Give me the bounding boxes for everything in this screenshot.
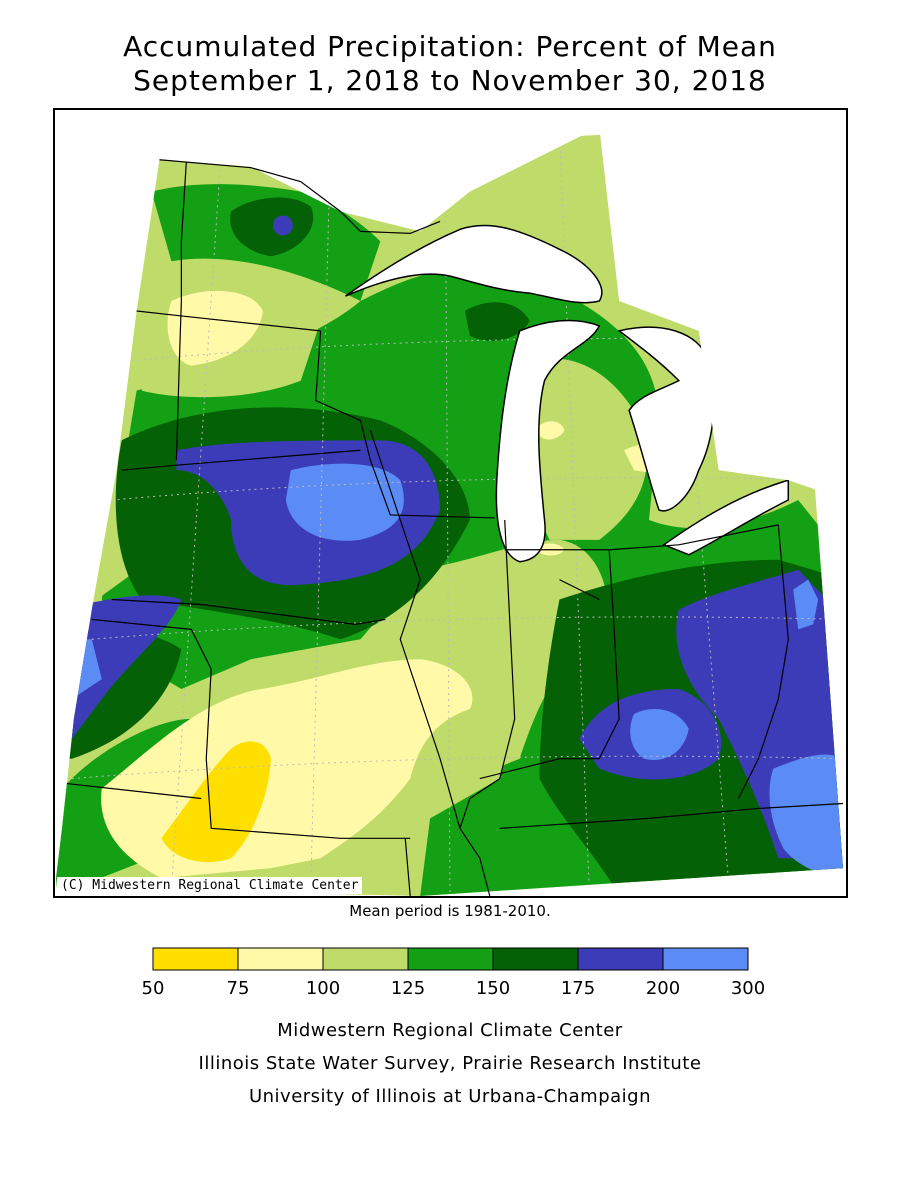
lake-michigan <box>495 319 601 563</box>
precip-region <box>464 302 530 341</box>
canada-area <box>159 126 600 232</box>
precip-region <box>272 215 293 236</box>
precip-region <box>793 579 819 630</box>
legend-tick-label: 150 <box>476 978 510 999</box>
state-borders <box>66 159 844 896</box>
canada-area <box>599 126 846 501</box>
precip-region <box>167 290 263 366</box>
legend-swatch <box>577 947 664 971</box>
precipitation-map: (C) Midwestern Regional Climate Center <box>53 108 848 898</box>
legend-tick-label: 100 <box>306 978 340 999</box>
legend-tick-label: 125 <box>391 978 425 999</box>
credit-uiuc: University of Illinois at Urbana-Champai… <box>248 1086 652 1107</box>
precip-region <box>539 421 565 440</box>
legend-tick-label: 300 <box>731 978 765 999</box>
country-border <box>91 618 172 628</box>
precip-region <box>630 708 689 760</box>
lake-erie <box>662 479 790 556</box>
lake-superior <box>345 224 603 304</box>
precip-region <box>528 358 647 540</box>
legend-tick-label: 175 <box>561 978 595 999</box>
legend-swatch <box>492 947 579 971</box>
legend-swatch <box>662 947 749 971</box>
map-canvas <box>56 126 846 896</box>
map-date-range: September 1, 2018 to November 30, 2018 <box>133 64 767 97</box>
map-title: Accumulated Precipitation: Percent of Me… <box>123 30 777 63</box>
legend-swatch <box>237 947 324 971</box>
credit-mrcc: Midwestern Regional Climate Center <box>277 1020 623 1041</box>
precip-region <box>230 197 314 257</box>
copyright-label: (C) Midwestern Regional Climate Center <box>57 877 363 894</box>
legend-tick-label: 75 <box>227 978 250 999</box>
mean-period-note: Mean period is 1981-2010. <box>349 902 551 920</box>
legend-swatch <box>152 947 239 971</box>
legend-swatch <box>322 947 409 971</box>
great-lakes <box>345 224 790 563</box>
legend-tick-label: 200 <box>646 978 680 999</box>
credit-isws: Illinois State Water Survey, Prairie Res… <box>198 1053 702 1074</box>
precip-region <box>769 754 844 879</box>
precip-region <box>161 741 271 863</box>
legend-swatch <box>407 947 494 971</box>
legend-tick-label: 50 <box>142 978 165 999</box>
